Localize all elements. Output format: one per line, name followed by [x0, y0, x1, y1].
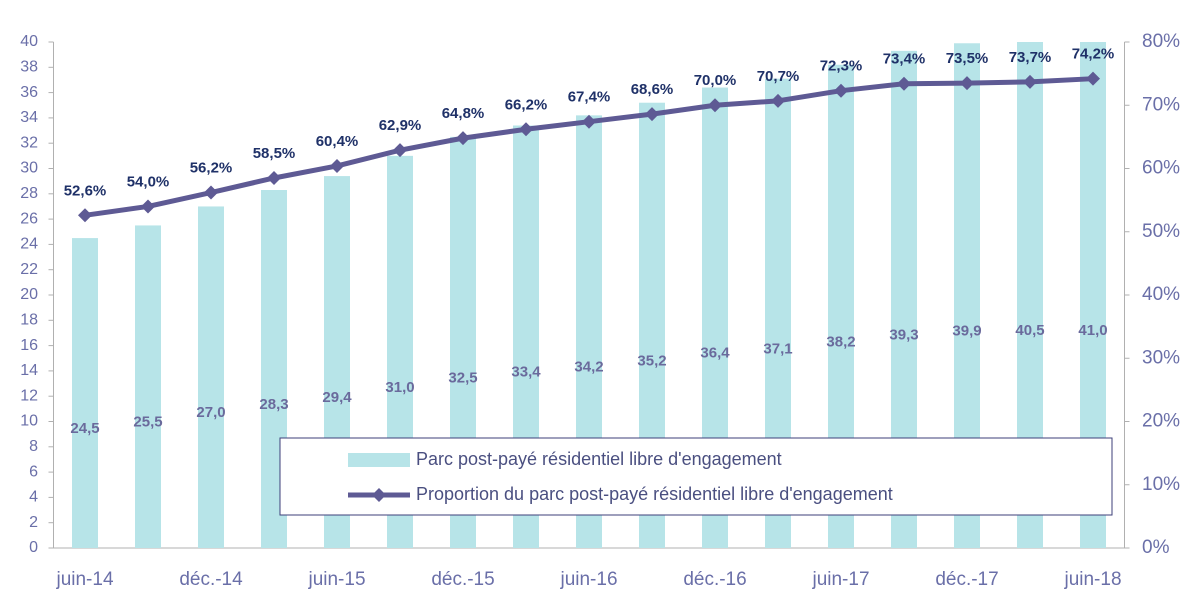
line-label: 68,6%	[631, 81, 674, 98]
y2-tick-label: 80%	[1142, 31, 1180, 52]
y-tick-label: 26	[20, 210, 38, 227]
y-tick-label: 20	[20, 286, 38, 303]
x-tick-label: juin-16	[559, 569, 617, 590]
x-tick-label: déc.-16	[683, 569, 746, 590]
y-tick-label: 22	[20, 261, 38, 278]
bar-label: 39,9	[952, 323, 981, 340]
y-tick-label: 2	[29, 514, 38, 531]
x-tick-label: juin-18	[1063, 569, 1121, 590]
y-tick-label: 10	[20, 413, 38, 430]
y-tick-label: 6	[29, 463, 38, 480]
bar-label: 25,5	[133, 414, 162, 431]
y-tick-label: 18	[20, 312, 38, 329]
y-tick-label: 40	[20, 33, 38, 50]
bar-label: 40,5	[1015, 322, 1044, 339]
marker	[960, 76, 974, 91]
legend-box	[279, 437, 1113, 516]
legend-swatch	[372, 488, 386, 502]
bar-label: 32,5	[448, 369, 477, 386]
bar-label: 27,0	[196, 404, 225, 421]
marker	[771, 93, 785, 108]
marker	[456, 131, 470, 146]
marker	[267, 170, 281, 185]
x-tick-label: juin-17	[811, 569, 869, 590]
line-label: 58,5%	[253, 145, 296, 162]
y-tick-label: 28	[20, 185, 38, 202]
x-tick-label: déc.-15	[431, 569, 494, 590]
marker	[330, 158, 344, 173]
bar	[72, 238, 98, 548]
line-label: 52,6%	[64, 182, 107, 199]
marker	[78, 208, 92, 223]
line-label: 70,0%	[694, 72, 737, 89]
marker	[645, 107, 659, 122]
bar-label: 29,4	[322, 389, 352, 406]
y2-tick-label: 60%	[1142, 158, 1180, 179]
x-tick-label: déc.-17	[935, 569, 998, 590]
bar	[135, 225, 161, 549]
bar-label: 37,1	[763, 340, 792, 357]
x-tick-label: déc.-14	[179, 569, 243, 590]
y2-tick-label: 0%	[1142, 537, 1170, 558]
line-label: 67,4%	[568, 89, 611, 106]
bar-label: 38,2	[826, 333, 855, 350]
y-tick-label: 30	[20, 160, 38, 177]
y2-tick-label: 70%	[1142, 94, 1180, 115]
bar-label: 28,3	[259, 396, 288, 413]
marker	[393, 143, 407, 158]
bar-label: 41,0	[1078, 322, 1107, 339]
marker	[834, 83, 848, 98]
line-label: 73,4%	[883, 51, 926, 68]
bar-label: 36,4	[700, 345, 730, 362]
line-label: 60,4%	[316, 133, 359, 150]
y-tick-label: 0	[29, 539, 38, 556]
marker	[582, 114, 596, 129]
y2-tick-label: 40%	[1142, 284, 1180, 305]
bar-label: 24,5	[70, 420, 99, 437]
marker	[519, 122, 533, 137]
line-label: 66,2%	[505, 96, 548, 113]
y-tick-label: 8	[29, 438, 38, 455]
marker	[1086, 71, 1100, 86]
marker	[708, 98, 722, 113]
legend-label: Proportion du parc post-payé résidentiel…	[416, 484, 893, 504]
line-label: 73,7%	[1009, 49, 1052, 66]
bar-label: 35,2	[637, 352, 666, 369]
line-label: 72,3%	[820, 58, 863, 75]
line-label: 56,2%	[190, 160, 233, 177]
marker	[1023, 74, 1037, 89]
bar-label: 39,3	[889, 326, 918, 343]
line-label: 73,5%	[946, 50, 989, 67]
bar-label: 33,4	[511, 364, 541, 381]
y-tick-label: 12	[20, 387, 38, 404]
legend-label: Parc post-payé résidentiel libre d'engag…	[416, 449, 782, 469]
y-tick-label: 32	[20, 134, 38, 151]
y2-tick-label: 30%	[1142, 347, 1180, 368]
y-tick-label: 38	[20, 59, 38, 76]
line-label: 64,8%	[442, 105, 485, 122]
marker	[897, 76, 911, 91]
y-tick-label: 4	[29, 489, 38, 506]
y-tick-label: 24	[20, 236, 38, 253]
line-label: 74,2%	[1072, 46, 1115, 63]
y2-tick-label: 20%	[1142, 411, 1180, 432]
marker	[141, 199, 155, 214]
bar	[198, 206, 224, 548]
bar-label: 34,2	[574, 359, 603, 376]
x-tick-label: juin-15	[307, 569, 365, 590]
line-label: 54,0%	[127, 173, 170, 190]
line-label: 62,9%	[379, 117, 422, 134]
y-tick-label: 14	[20, 362, 38, 379]
legend-swatch	[348, 453, 410, 467]
y-tick-label: 34	[20, 109, 38, 126]
y2-tick-label: 10%	[1142, 474, 1180, 495]
line-label: 70,7%	[757, 68, 800, 85]
y-tick-label: 16	[20, 337, 38, 354]
y-tick-label: 36	[20, 84, 38, 101]
marker	[204, 185, 218, 200]
x-tick-label: juin-14	[55, 569, 113, 590]
y2-tick-label: 50%	[1142, 221, 1180, 242]
bar-label: 31,0	[385, 379, 414, 396]
